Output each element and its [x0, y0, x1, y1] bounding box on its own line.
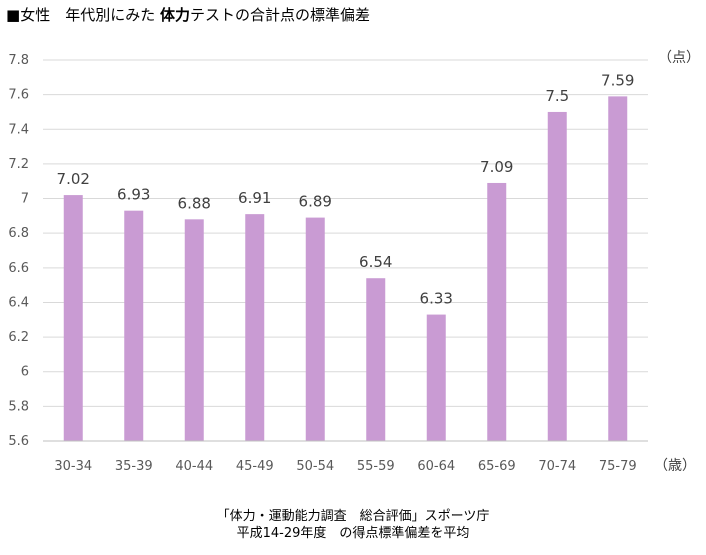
x-tick-label: 30-34 — [54, 459, 92, 474]
bar — [63, 195, 83, 441]
axes: 5.6 5.8 6 6.2 6.4 6.6 6.8 7 7.2 7.4 7.6 7.8 30-34 35-… — [8, 53, 648, 474]
bar — [426, 314, 446, 441]
x-tick-label: 40-44 — [175, 459, 213, 474]
y-tick-label: 5.8 — [8, 399, 29, 414]
source-line-1: 「体力・運動能力調査 総合評価」スポーツ庁 — [216, 509, 490, 524]
x-unit-label: （歳） — [654, 458, 696, 474]
y-unit-label: （点） — [658, 50, 700, 66]
title-part-2: 体力 — [159, 6, 190, 24]
data-label: 7.5 — [545, 87, 569, 105]
y-tick-label: 6.4 — [8, 295, 29, 310]
title-marker: ■ — [6, 6, 21, 24]
x-tick-label: 50-54 — [296, 459, 334, 474]
bar — [184, 219, 204, 441]
x-tick-label: 75-79 — [599, 459, 637, 474]
y-tick-label: 7.6 — [8, 88, 29, 103]
bar — [245, 214, 265, 441]
data-labels: 7.02 6.93 6.88 6.91 6.89 6.54 6.33 7.09 7.5 7.59 — [57, 71, 635, 307]
bar — [366, 278, 386, 441]
data-label: 7.09 — [480, 158, 513, 176]
data-label: 6.88 — [178, 194, 211, 212]
x-tick-label: 60-64 — [417, 459, 455, 474]
x-tick-label: 65-69 — [478, 459, 516, 474]
x-tick-label: 35-39 — [115, 459, 153, 474]
data-label: 7.59 — [601, 71, 634, 89]
bar — [124, 210, 144, 441]
x-tick-label: 55-59 — [357, 459, 395, 474]
y-tick-label: 7.4 — [8, 122, 29, 137]
title-part-1: 女性 年代別にみた — [20, 6, 156, 24]
y-tick-label: 6 — [21, 365, 29, 380]
source-line-2: 平成14-29年度 の得点標準偏差を平均 — [236, 526, 470, 541]
bar — [608, 96, 628, 442]
x-tick-label: 70-74 — [538, 459, 576, 474]
bar — [305, 217, 325, 441]
chart-title: ■女性 年代別にみた 体力テストの合計点の標準偏差 — [6, 4, 370, 25]
data-label: 6.89 — [299, 193, 332, 211]
title-part-3: テストの合計点の標準偏差 — [190, 6, 371, 24]
data-label: 6.33 — [420, 290, 453, 308]
data-label: 6.93 — [117, 186, 150, 204]
y-tick-label: 7.2 — [8, 157, 29, 172]
bars — [63, 96, 628, 442]
y-tick-label: 6.8 — [8, 226, 29, 241]
data-label: 7.02 — [57, 170, 90, 188]
y-tick-label: 6.6 — [8, 261, 29, 276]
y-tick-label: 7.8 — [8, 53, 29, 68]
y-tick-label: 5.6 — [8, 434, 29, 449]
data-label: 6.91 — [238, 189, 271, 207]
bar-chart: 7.026.93 6.88 6.91 6.896.546.337.097.57.59 … — [8, 50, 700, 474]
bar — [547, 111, 567, 442]
x-tick-label: 45-49 — [236, 459, 274, 474]
source-note: 「体力・運動能力調査 総合評価」スポーツ庁 平成14-29年度 の得点標準偏差を… — [0, 508, 706, 542]
data-label: 6.54 — [359, 253, 392, 271]
gridlines — [43, 59, 648, 407]
bar — [487, 182, 507, 441]
y-tick-label: 6.2 — [8, 330, 29, 345]
y-tick-label: 7 — [21, 192, 29, 207]
